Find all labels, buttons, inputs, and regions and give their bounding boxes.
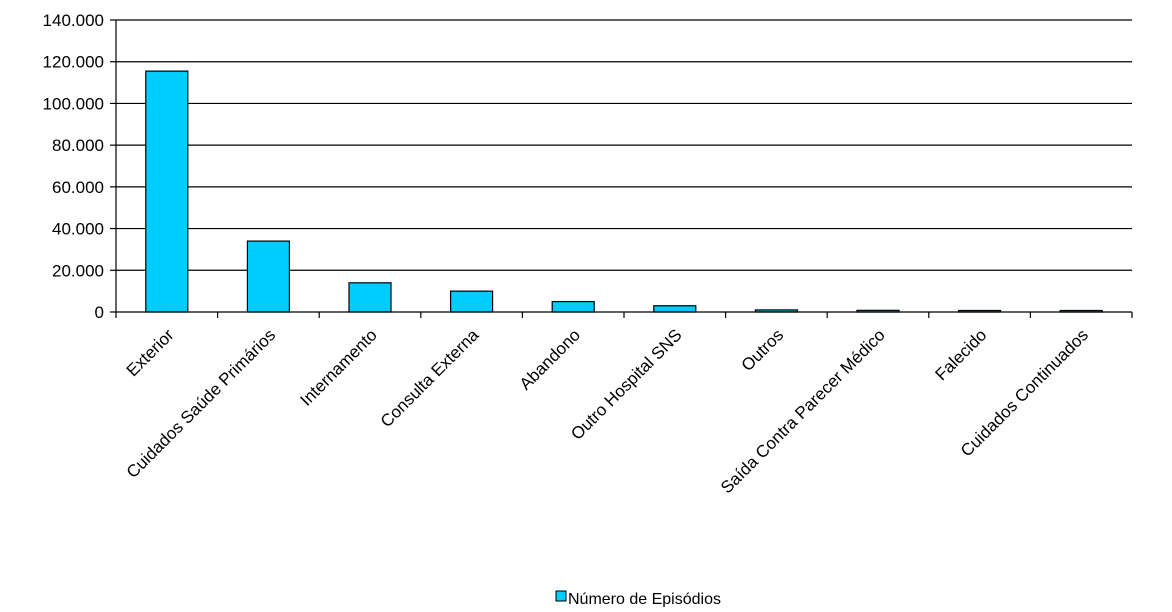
- axes: [110, 19, 1133, 318]
- bars: [145, 70, 1103, 313]
- legend-swatch: [555, 590, 567, 602]
- y-tick-label: 80.000: [52, 136, 104, 155]
- bar: [145, 70, 189, 313]
- y-tick-label: 0: [95, 303, 104, 322]
- y-tick-label: 140.000: [43, 11, 104, 30]
- x-category-label: Exterior: [123, 325, 178, 380]
- legend-label: Número de Episódios: [568, 591, 721, 607]
- y-tick-label: 100.000: [43, 94, 104, 113]
- x-category-label: Outros: [738, 325, 788, 375]
- gridlines: [116, 19, 1132, 271]
- x-category-label: Internamento: [297, 325, 381, 409]
- y-tick-labels: 0 20.000 40.000 60.000 80.000 100.000 120.000 1…: [43, 11, 104, 322]
- bar: [246, 240, 290, 313]
- y-tick-label: 120.000: [43, 53, 104, 72]
- legend: Número de Episódios: [555, 590, 721, 608]
- x-category-label: Consulta Externa: [377, 325, 483, 431]
- x-category-label: Falecido: [932, 325, 991, 384]
- y-tick-label: 60.000: [52, 178, 104, 197]
- bar: [348, 282, 392, 313]
- x-category-label: Saída Contra Parecer Médico: [717, 325, 889, 497]
- x-category-label: Outro Hospital SNS: [567, 325, 685, 443]
- bar: [653, 305, 697, 313]
- bar: [450, 290, 494, 313]
- y-tick-label: 40.000: [52, 220, 104, 239]
- y-tick-label: 20.000: [52, 261, 104, 280]
- x-category-label: Abandono: [516, 325, 584, 393]
- bar: [551, 300, 595, 313]
